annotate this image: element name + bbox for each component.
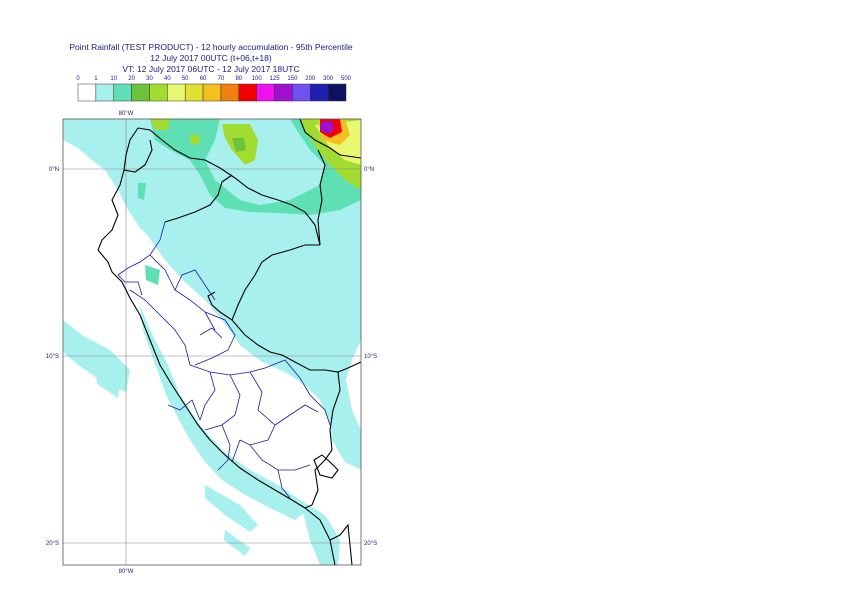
- rain-patch-heavy: [232, 138, 246, 152]
- legend-threshold-label: 1: [94, 76, 98, 82]
- rain-max-center: [320, 121, 334, 133]
- rain-patch-heavy: [190, 135, 200, 145]
- lon-label-bottom: 80°W: [119, 569, 134, 575]
- legend-threshold-label: 500: [341, 76, 352, 82]
- legend-threshold-label: 200: [305, 76, 316, 82]
- rain-patch-moderate: [138, 183, 146, 200]
- legend-threshold-label: 150: [287, 76, 298, 82]
- rain-streak: [300, 500, 340, 565]
- color-legend: 0 1 10 20 30 40 50 60 70 80 100 125 150 200 300 500: [76, 76, 352, 102]
- map-frame: [62, 118, 362, 566]
- legend-threshold-label: 80: [235, 76, 242, 82]
- legend-threshold-label: 100: [252, 76, 263, 82]
- legend-swatch: [327, 83, 347, 102]
- rain-patch-moderate: [145, 265, 160, 285]
- legend-threshold-label: 60: [200, 76, 207, 82]
- rain-streak: [205, 485, 258, 532]
- lon-label-top: 80°W: [119, 111, 134, 117]
- legend-threshold-label: 0: [76, 76, 80, 82]
- rain-streak: [330, 420, 361, 470]
- legend-threshold-label: 10: [110, 76, 117, 82]
- lat-label-left-20: 20°S: [46, 541, 59, 547]
- chart-subtitle-run: 12 July 2017 00UTC (t+06,t+18): [150, 53, 272, 63]
- legend-threshold-label: 70: [218, 76, 225, 82]
- legend-threshold-label: 50: [182, 76, 189, 82]
- chart-subtitle-validity: VT: 12 July 2017 06UTC - 12 July 2017 18…: [122, 64, 300, 74]
- legend-threshold-label: 40: [164, 76, 171, 82]
- legend-threshold-label: 300: [323, 76, 334, 82]
- lat-label-left-10: 10°S: [46, 354, 59, 360]
- country-borders: [97, 119, 361, 565]
- rain-patch-moderate: [150, 119, 361, 215]
- legend-threshold-label: 30: [146, 76, 153, 82]
- legend-threshold-label: 125: [270, 76, 281, 82]
- lat-label-right-10: 10°S: [364, 354, 377, 360]
- rain-patch-heavy: [150, 119, 170, 130]
- chart-title: Point Rainfall (TEST PRODUCT) - 12 hourl…: [69, 42, 353, 52]
- lat-label-left-0: 0°N: [49, 167, 59, 173]
- lat-label-right-20: 20°S: [364, 541, 377, 547]
- lat-label-right-0: 0°N: [364, 167, 374, 173]
- region-borders: [117, 221, 331, 499]
- legend-threshold-label: 20: [128, 76, 135, 82]
- rain-streak: [95, 365, 120, 398]
